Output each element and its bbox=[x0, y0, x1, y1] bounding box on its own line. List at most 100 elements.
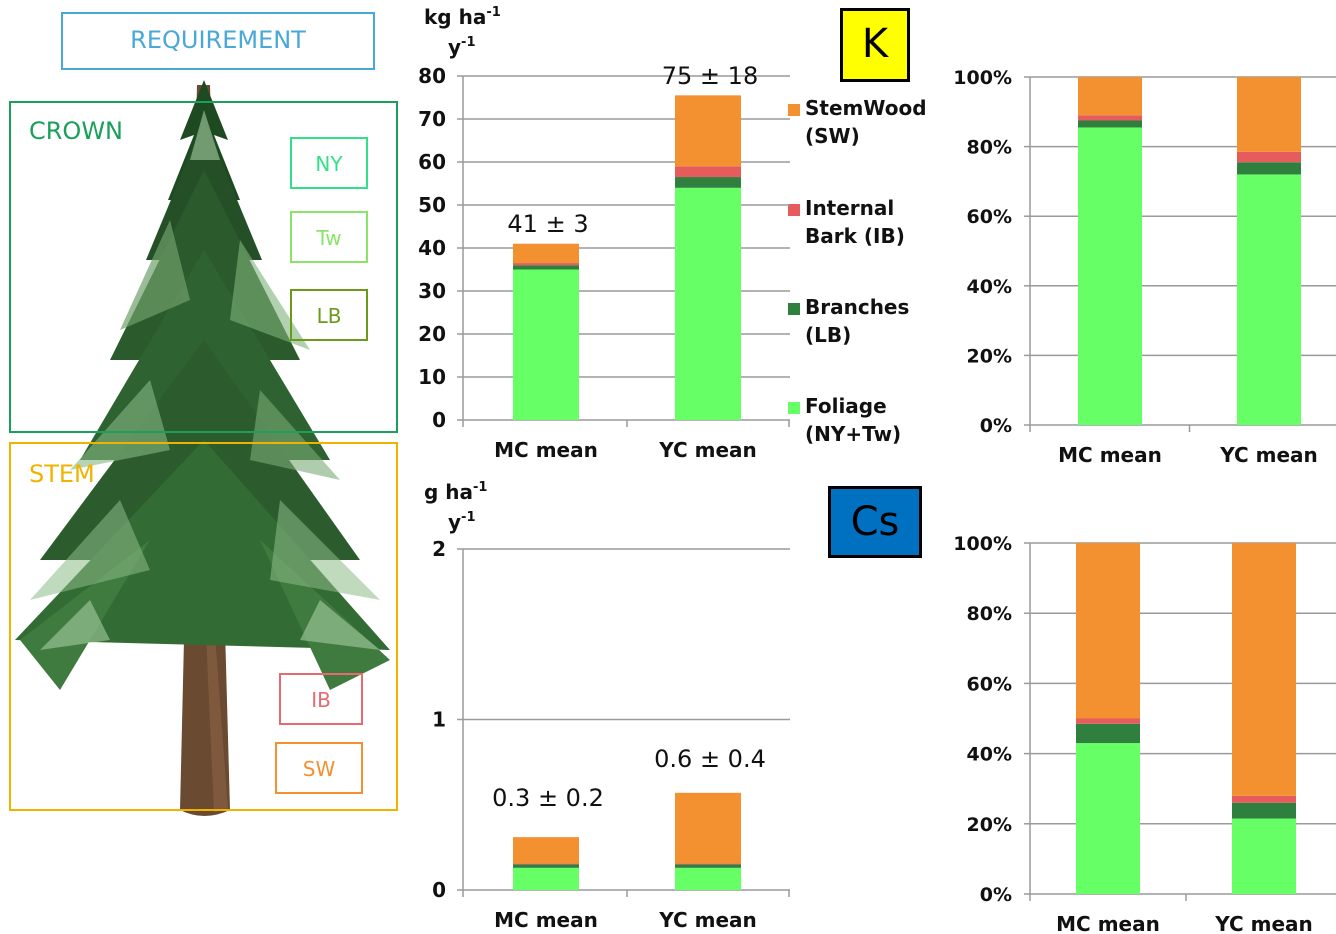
legend-label-internal-bark-1: Internal bbox=[805, 196, 895, 220]
total-value-label: 0.6 ± 0.4 bbox=[654, 745, 766, 773]
bar-segment-stemwood bbox=[513, 243, 579, 264]
legend-swatch-branches bbox=[788, 303, 800, 315]
legend-label-internal-bark-2: Bark (IB) bbox=[805, 224, 905, 248]
total-value-label: 41 ± 3 bbox=[507, 210, 588, 238]
x-category-label: YC mean bbox=[658, 908, 757, 932]
y-tick-label: 100% bbox=[953, 533, 1012, 555]
x-category-label: YC mean bbox=[1219, 443, 1318, 467]
x-category-label: MC mean bbox=[1058, 443, 1162, 467]
bar-segment-internal-bark bbox=[1078, 115, 1142, 121]
y-tick-label: 60% bbox=[967, 206, 1012, 228]
y-tick-label: 2 bbox=[432, 537, 446, 561]
k-badge-text: K bbox=[861, 21, 889, 67]
y-axis-label-line1: kg ha-1 bbox=[424, 5, 501, 29]
requirement-label: REQUIREMENT bbox=[130, 26, 306, 54]
bar-segment-internal-bark bbox=[675, 863, 741, 865]
y-axis-label-line1: g ha-1 bbox=[424, 480, 487, 504]
y-tick-label: 0% bbox=[980, 884, 1012, 906]
y-tick-label: 0 bbox=[432, 408, 446, 432]
y-tick-label: 80% bbox=[967, 603, 1012, 625]
legend-label-stemwood-1: StemWood bbox=[805, 96, 927, 120]
bar-segment-branches bbox=[513, 265, 579, 270]
lb-label: LB bbox=[316, 304, 342, 328]
crown-label: CROWN bbox=[29, 117, 124, 145]
bar-segment-foliage bbox=[1237, 174, 1301, 425]
bar-segment-branches bbox=[1232, 802, 1296, 819]
bar-segment-branches bbox=[513, 864, 579, 868]
total-value-label: 0.3 ± 0.2 bbox=[492, 784, 604, 812]
y-tick-label: 20 bbox=[418, 322, 446, 346]
bar-segment-stemwood bbox=[675, 95, 741, 167]
cs-badge: Cs bbox=[828, 486, 922, 558]
x-category-label: YC mean bbox=[1214, 912, 1313, 934]
crown-zone-box: CROWN bbox=[9, 101, 398, 433]
ib-box: IB bbox=[279, 673, 363, 725]
y-tick-label: 100% bbox=[953, 67, 1012, 89]
y-tick-label: 1 bbox=[432, 708, 446, 732]
bar-segment-internal-bark bbox=[513, 263, 579, 266]
y-tick-label: 20% bbox=[967, 814, 1012, 836]
y-tick-label: 60 bbox=[418, 150, 446, 174]
y-tick-label: 0 bbox=[432, 878, 446, 902]
bar-segment-stemwood bbox=[1078, 77, 1142, 116]
ny-label: NY bbox=[315, 152, 343, 176]
k-percent-chart: 0% 20% 40% 60% 80% 100% MC mean YC mean bbox=[953, 67, 1336, 467]
y-tick-label: 70 bbox=[418, 107, 446, 131]
legend: StemWood (SW) Internal Bark (IB) Branche… bbox=[788, 96, 938, 456]
y-tick-label: 10 bbox=[418, 365, 446, 389]
bar-segment-foliage bbox=[675, 867, 741, 890]
y-axis-label-line2: y-1 bbox=[448, 510, 476, 534]
y-tick-label: 80% bbox=[967, 137, 1012, 159]
k-absolute-chart: 0 10 20 30 40 50 60 70 80 MC mean 41 ± 3 YC mean 75 … bbox=[418, 5, 790, 462]
bar-segment-internal-bark bbox=[513, 863, 579, 865]
bar-segment-foliage bbox=[1076, 743, 1140, 894]
bar-segment-branches bbox=[1076, 723, 1140, 744]
y-tick-label: 60% bbox=[967, 673, 1012, 695]
x-category-label: MC mean bbox=[494, 908, 598, 932]
y-axis-label-line2: y-1 bbox=[448, 35, 476, 59]
cs-percent-chart: 0% 20% 40% 60% 80% 100% MC mean YC mean bbox=[953, 533, 1336, 934]
bar-segment-stemwood bbox=[1232, 543, 1296, 796]
bar-segment-branches bbox=[1078, 120, 1142, 128]
legend-label-foliage-1: Foliage bbox=[805, 394, 887, 418]
bar-segment-foliage bbox=[513, 867, 579, 890]
x-category-label: MC mean bbox=[1056, 912, 1160, 934]
bar-segment-foliage bbox=[1078, 127, 1142, 426]
lb-box: LB bbox=[290, 289, 368, 341]
y-tick-label: 50 bbox=[418, 193, 446, 217]
stem-zone-box: STEM bbox=[9, 442, 398, 811]
ib-label: IB bbox=[311, 688, 331, 712]
total-value-label: 75 ± 18 bbox=[662, 62, 758, 90]
legend-swatch-foliage bbox=[788, 402, 800, 414]
y-tick-label: 30 bbox=[418, 279, 446, 303]
legend-label-stemwood-2: (SW) bbox=[805, 124, 860, 148]
cs-absolute-chart: 0 1 2 MC mean 0.3 ± 0.2 YC mean 0.6 ± 0.4 g ha-… bbox=[424, 480, 790, 932]
k-badge: K bbox=[840, 8, 910, 82]
y-tick-label: 80 bbox=[418, 64, 446, 88]
bar-segment-branches bbox=[675, 864, 741, 868]
x-category-label: YC mean bbox=[658, 438, 757, 462]
bar-segment-foliage bbox=[513, 269, 579, 420]
y-tick-label: 20% bbox=[967, 345, 1012, 367]
y-tick-label: 40 bbox=[418, 236, 446, 260]
legend-swatch-stemwood bbox=[788, 104, 800, 116]
bar-segment-foliage bbox=[675, 187, 741, 420]
tw-box: Tw bbox=[290, 211, 368, 263]
bar-segment-internal-bark bbox=[1237, 151, 1301, 163]
legend-swatch-internal-bark bbox=[788, 204, 800, 216]
y-tick-label: 0% bbox=[980, 415, 1012, 437]
bar-segment-branches bbox=[675, 177, 741, 188]
tw-label: Tw bbox=[316, 226, 342, 250]
bar-segment-stemwood bbox=[513, 837, 579, 864]
bar-segment-stemwood bbox=[1076, 543, 1140, 719]
legend-label-branches-1: Branches bbox=[805, 295, 910, 319]
legend-label-foliage-2: (NY+Tw) bbox=[805, 422, 902, 446]
bar-segment-internal-bark bbox=[1232, 795, 1296, 803]
cs-badge-text: Cs bbox=[850, 499, 900, 545]
bar-segment-internal-bark bbox=[1076, 718, 1140, 724]
bar-segment-foliage bbox=[1232, 818, 1296, 894]
y-tick-label: 40% bbox=[967, 744, 1012, 766]
sw-box: SW bbox=[275, 742, 363, 794]
stem-label: STEM bbox=[29, 460, 95, 488]
requirement-box: REQUIREMENT bbox=[61, 12, 375, 70]
